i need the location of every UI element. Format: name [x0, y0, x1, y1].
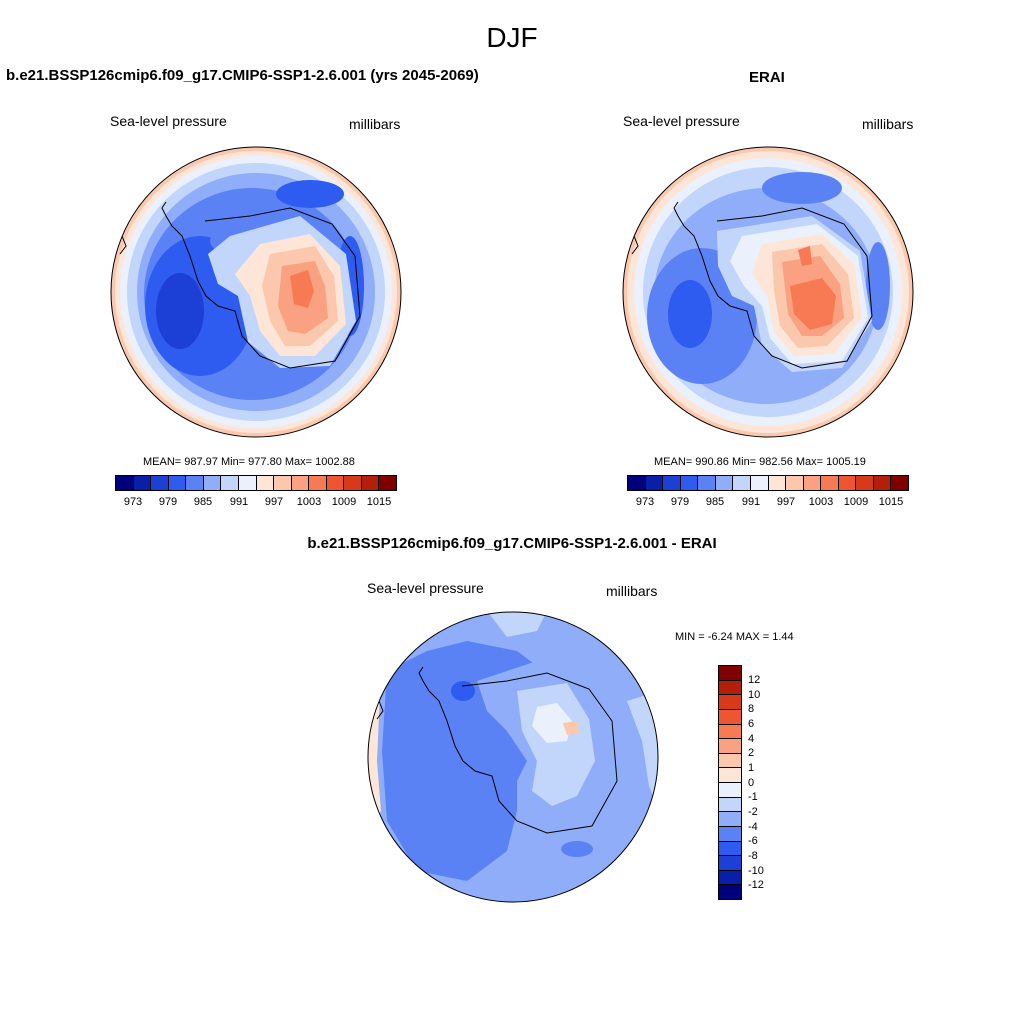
- colorbar-cell: [274, 476, 292, 490]
- diff-minmax: MIN = -6.24 MAX = 1.44: [675, 631, 794, 643]
- colorbar-cell: [768, 476, 787, 490]
- model-panel-title: b.e21.BSSP126cmip6.f09_g17.CMIP6-SSP1-2.…: [6, 67, 479, 84]
- obs-colorbar: [627, 475, 909, 491]
- model-units-label: millibars: [349, 116, 401, 132]
- colorbar-cell: [168, 476, 187, 490]
- colorbar-tick: 12: [748, 674, 761, 686]
- colorbar-tick: -6: [748, 835, 758, 847]
- colorbar-cell: [680, 476, 699, 490]
- colorbar-cell: [803, 476, 822, 490]
- colorbar-cell: [719, 826, 741, 842]
- colorbar-tick: 985: [193, 496, 213, 508]
- colorbar-cell: [698, 476, 716, 490]
- colorbar-cell: [719, 753, 741, 769]
- colorbar-tick: 1009: [331, 496, 357, 508]
- obs-variable-label: Sea-level pressure: [623, 113, 740, 129]
- colorbar-cell: [719, 739, 741, 754]
- colorbar-tick: 985: [705, 496, 725, 508]
- diff-colorbar: [718, 665, 742, 900]
- colorbar-tick: -12: [748, 879, 764, 891]
- colorbar-tick: 991: [741, 496, 761, 508]
- colorbar-cell: [719, 856, 741, 871]
- colorbar-tick: 2: [748, 747, 755, 759]
- colorbar-cell: [891, 476, 908, 490]
- colorbar-tick: 10: [748, 689, 761, 701]
- colorbar-cell: [203, 476, 222, 490]
- colorbar-tick: 8: [748, 703, 755, 715]
- diff-units-label: millibars: [606, 583, 658, 599]
- obs-polar-map: [622, 146, 914, 438]
- colorbar-tick: 1015: [366, 496, 392, 508]
- colorbar-cell: [291, 476, 310, 490]
- colorbar-cell: [719, 797, 741, 813]
- colorbar-tick: 997: [264, 496, 284, 508]
- colorbar-cell: [133, 476, 152, 490]
- colorbar-cell: [733, 476, 751, 490]
- colorbar-tick: 1015: [878, 496, 904, 508]
- model-colorbar: [115, 475, 397, 491]
- colorbar-cell: [786, 476, 804, 490]
- colorbar-tick: 973: [123, 496, 143, 508]
- colorbar-cell: [719, 709, 741, 725]
- colorbar-tick: 997: [776, 496, 796, 508]
- diff-polar-map: [367, 611, 659, 903]
- colorbar-tick: 1009: [843, 496, 869, 508]
- colorbar-cell: [238, 476, 257, 490]
- colorbar-tick: 991: [229, 496, 249, 508]
- colorbar-tick: -1: [748, 791, 758, 803]
- colorbar-cell: [645, 476, 664, 490]
- colorbar-tick: 1: [748, 762, 755, 774]
- colorbar-cell: [719, 783, 741, 798]
- colorbar-tick: -4: [748, 821, 758, 833]
- colorbar-cell: [719, 768, 741, 783]
- colorbar-cell: [628, 476, 646, 490]
- colorbar-tick: 0: [748, 777, 755, 789]
- colorbar-tick: -8: [748, 850, 758, 862]
- model-variable-label: Sea-level pressure: [110, 113, 227, 129]
- colorbar-tick: 979: [670, 496, 690, 508]
- colorbar-tick: 4: [748, 733, 755, 745]
- colorbar-cell: [719, 812, 741, 827]
- colorbar-cell: [379, 476, 396, 490]
- colorbar-cell: [361, 476, 380, 490]
- colorbar-tick: 979: [158, 496, 178, 508]
- colorbar-cell: [326, 476, 345, 490]
- colorbar-cell: [719, 680, 741, 696]
- colorbar-tick: 1003: [808, 496, 834, 508]
- colorbar-tick: 6: [748, 718, 755, 730]
- figure-title: DJF: [486, 22, 538, 53]
- obs-stats: MEAN= 990.86 Min= 982.56 Max= 1005.19: [654, 456, 866, 468]
- colorbar-cell: [719, 885, 741, 899]
- colorbar-cell: [344, 476, 362, 490]
- obs-panel-title: ERAI: [749, 69, 785, 86]
- colorbar-cell: [719, 870, 741, 886]
- diff-variable-label: Sea-level pressure: [367, 580, 484, 596]
- colorbar-cell: [715, 476, 734, 490]
- colorbar-cell: [856, 476, 874, 490]
- colorbar-cell: [663, 476, 681, 490]
- colorbar-cell: [719, 724, 741, 740]
- colorbar-cell: [719, 841, 741, 857]
- obs-units-label: millibars: [862, 116, 914, 132]
- colorbar-cell: [309, 476, 327, 490]
- colorbar-cell: [873, 476, 892, 490]
- colorbar-cell: [221, 476, 239, 490]
- colorbar-tick: -10: [748, 865, 764, 877]
- colorbar-cell: [256, 476, 275, 490]
- diff-panel-title: b.e21.BSSP126cmip6.f09_g17.CMIP6-SSP1-2.…: [307, 535, 717, 552]
- colorbar-tick: -2: [748, 806, 758, 818]
- colorbar-cell: [719, 666, 741, 681]
- colorbar-cell: [116, 476, 134, 490]
- colorbar-cell: [186, 476, 204, 490]
- model-stats: MEAN= 987.97 Min= 977.80 Max= 1002.88: [143, 456, 355, 468]
- colorbar-cell: [821, 476, 839, 490]
- colorbar-cell: [750, 476, 769, 490]
- colorbar-tick: 1003: [296, 496, 322, 508]
- colorbar-cell: [838, 476, 857, 490]
- colorbar-cell: [719, 695, 741, 710]
- colorbar-tick: 973: [635, 496, 655, 508]
- colorbar-cell: [151, 476, 169, 490]
- model-polar-map: [110, 146, 402, 438]
